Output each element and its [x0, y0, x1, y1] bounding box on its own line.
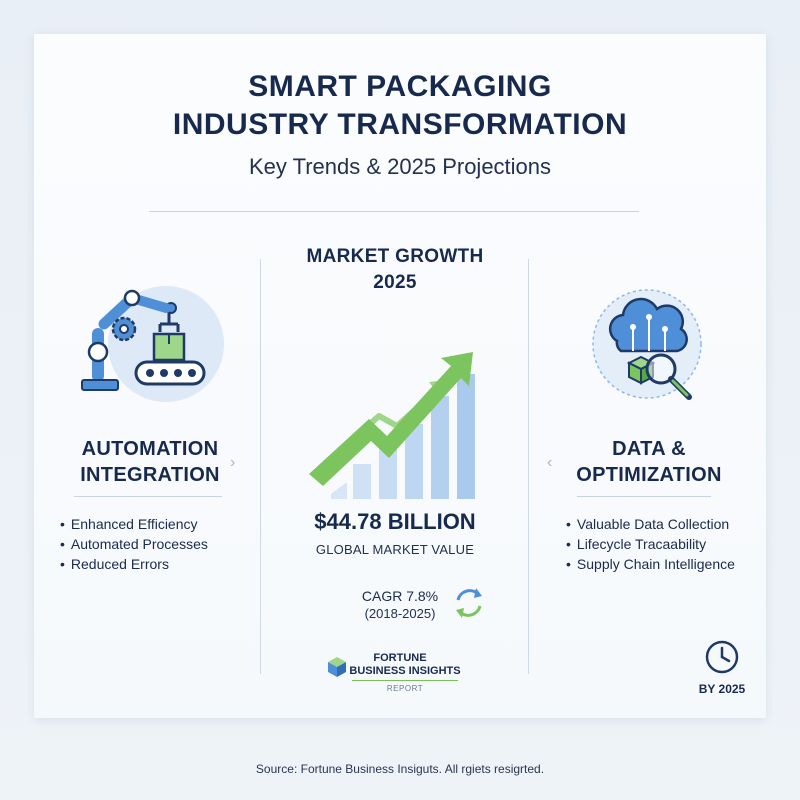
source-note: Source: Fortune Business Insiguts. All r… [255, 762, 545, 776]
list-item: Automated Processes [60, 534, 208, 554]
list-item: Enhanced Efficiency [60, 514, 208, 534]
data-optimization-bullet-list: Valuable Data Collection Lifecycle Traca… [566, 514, 735, 574]
market-growth-title: MARKET GROWTH 2025 [306, 246, 484, 293]
list-item: Lifecycle Tracaability [566, 534, 735, 554]
market-value: $44.78 BILLION [314, 509, 476, 534]
title-line-2: INDUSTRY TRANSFORMATION [172, 108, 628, 141]
logo-divider [352, 680, 458, 681]
market-value-label: GLOBAL MARKET VALUE [315, 542, 475, 557]
logo-text-business-insights: BUSINESS INSIGHTS [349, 665, 461, 677]
header-divider [149, 211, 639, 212]
logo-text-report: REPORT [386, 684, 424, 693]
chevron-right-icon: › [230, 454, 236, 471]
list-item: Valuable Data Collection [566, 514, 735, 534]
automation-bullet-list: Enhanced Efficiency Automated Processes … [60, 514, 208, 574]
chevron-left-icon: ‹ [547, 454, 553, 471]
cagr-value: CAGR 7.8% [361, 588, 439, 604]
list-item: Supply Chain Intelligence [566, 554, 735, 574]
logo-text-fortune: FORTUNE [373, 652, 427, 664]
automation-divider [74, 496, 222, 497]
by-2025-label: BY 2025 [698, 682, 746, 696]
column-divider-left [260, 259, 261, 674]
robot-arm-conveyor-icon [81, 286, 224, 402]
fortune-logo-cube-icon [328, 657, 346, 677]
automation-title: AUTOMATION INTEGRATION [80, 438, 220, 486]
list-item: Reduced Errors [60, 554, 208, 574]
column-divider-right [528, 259, 529, 674]
data-optimization-divider [577, 496, 711, 497]
title-line-1: SMART PACKAGING [248, 70, 552, 103]
cycle-arrows-icon [456, 588, 482, 618]
cagr-years: (2018-2025) [364, 606, 436, 621]
cloud-data-magnifier-icon [592, 289, 702, 400]
data-optimization-title: DATA & OPTIMIZATION [576, 438, 722, 486]
infographic-card: SMART PACKAGING INDUSTRY TRANSFORMATION … [34, 34, 766, 718]
subtitle: Key Trends & 2025 Projections [248, 154, 552, 179]
clock-icon [705, 640, 739, 674]
growth-chart-arrow-icon [309, 352, 475, 499]
